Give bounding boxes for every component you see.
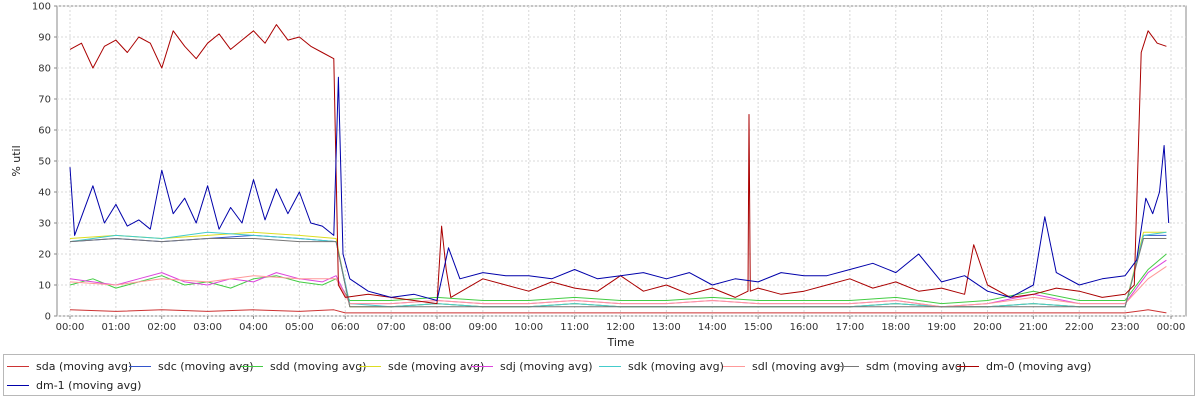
legend-item: dm-0 (moving avg) [957, 357, 1091, 375]
legend-item: sdm (moving avg) [837, 357, 966, 375]
y-tick-label: 50 [38, 157, 51, 168]
y-tick-label: 60 [38, 126, 51, 137]
x-tick-label: 13:00 [652, 322, 681, 333]
legend-label: sdd (moving avg) [270, 359, 367, 373]
x-tick-label: 00:00 [1157, 322, 1186, 333]
legend-swatch [471, 365, 493, 367]
y-tick-label: 100 [32, 2, 51, 13]
legend-swatch [7, 365, 29, 367]
x-tick-label: 04:00 [239, 322, 268, 333]
legend-item: sdk (moving avg) [599, 357, 724, 375]
x-tick-label: 20:00 [973, 322, 1002, 333]
x-tick-label: 08:00 [423, 322, 452, 333]
legend-label: sdj (moving avg) [500, 359, 593, 373]
x-tick-label: 18:00 [881, 322, 910, 333]
legend-label: sdc (moving avg) [158, 359, 254, 373]
series-line-dm-0 [69, 24, 1167, 305]
legend-swatch [241, 365, 263, 367]
y-tick-label: 80 [38, 64, 51, 75]
y-tick-label: 30 [38, 219, 51, 230]
x-axis-label: Time [607, 336, 635, 349]
legend-item: sda (moving avg) [7, 357, 132, 375]
y-tick-label: 90 [38, 33, 51, 44]
y-tick-label: 10 [38, 281, 51, 292]
legend-label: sdk (moving avg) [628, 359, 724, 373]
x-tick-label: 15:00 [744, 322, 773, 333]
x-tick-label: 21:00 [1019, 322, 1048, 333]
x-tick-label: 09:00 [468, 322, 497, 333]
y-tick-label: 40 [38, 188, 51, 199]
legend-item: sdl (moving avg) [723, 357, 845, 375]
x-axis: 00:00 01:00 02:00 03:00 04:00 05:00 06:00 07:00… [56, 316, 1186, 333]
series-line-sdm [69, 238, 1167, 308]
x-tick-label: 12:00 [606, 322, 635, 333]
y-tick-label: 70 [38, 95, 51, 106]
x-tick-label: 16:00 [790, 322, 819, 333]
series-line-sda [69, 309, 1167, 314]
y-tick-label: 0 [45, 312, 51, 323]
series-line-dm-1 [69, 76, 1170, 301]
legend-swatch [7, 384, 29, 386]
legend-item: sdj (moving avg) [471, 357, 593, 375]
legend-swatch [837, 365, 859, 367]
x-tick-label: 23:00 [1111, 322, 1140, 333]
legend-swatch [957, 365, 979, 367]
legend-item: sdd (moving avg) [241, 357, 366, 375]
legend-label: sde (moving avg) [388, 359, 485, 373]
chart: 0 10 20 30 40 50 60 70 80 90 100 00:00 01:00 02:00 03… [10, 2, 1187, 349]
x-tick-label: 22:00 [1065, 322, 1094, 333]
y-axis: 0 10 20 30 40 50 60 70 80 90 100 [32, 2, 57, 323]
legend-swatch [359, 365, 381, 367]
x-tick-label: 06:00 [331, 322, 360, 333]
x-tick-label: 14:00 [698, 322, 727, 333]
legend-swatch [723, 365, 745, 367]
x-tick-label: 03:00 [193, 322, 222, 333]
legend-item: sdc (moving avg) [129, 357, 254, 375]
x-tick-label: 10:00 [514, 322, 543, 333]
legend-label: sda (moving avg) [36, 359, 133, 373]
x-tick-label: 07:00 [377, 322, 406, 333]
y-axis-label: % util [10, 145, 23, 176]
x-tick-label: 17:00 [835, 322, 864, 333]
x-tick-label: 05:00 [285, 322, 314, 333]
legend: sda (moving avg) sdc (moving avg) sdd (mov… [3, 354, 1195, 396]
legend-swatch [129, 365, 151, 367]
x-tick-label: 19:00 [927, 322, 956, 333]
legend-item: dm-1 (moving avg) [7, 376, 141, 394]
series-line-sdl [69, 265, 1167, 308]
series-line-sdd [69, 253, 1167, 305]
legend-item: sde (moving avg) [359, 357, 484, 375]
x-tick-label: 02:00 [147, 322, 176, 333]
x-tick-label: 00:00 [56, 322, 85, 333]
y-tick-label: 20 [38, 250, 51, 261]
legend-swatch [599, 365, 621, 367]
legend-label: dm-0 (moving avg) [986, 359, 1092, 373]
legend-label: sdm (moving avg) [866, 359, 967, 373]
legend-label: dm-1 (moving avg) [36, 378, 142, 392]
x-tick-label: 01:00 [101, 322, 130, 333]
legend-label: sdl (moving avg) [752, 359, 845, 373]
x-tick-label: 11:00 [560, 322, 589, 333]
series-layer [69, 24, 1170, 314]
